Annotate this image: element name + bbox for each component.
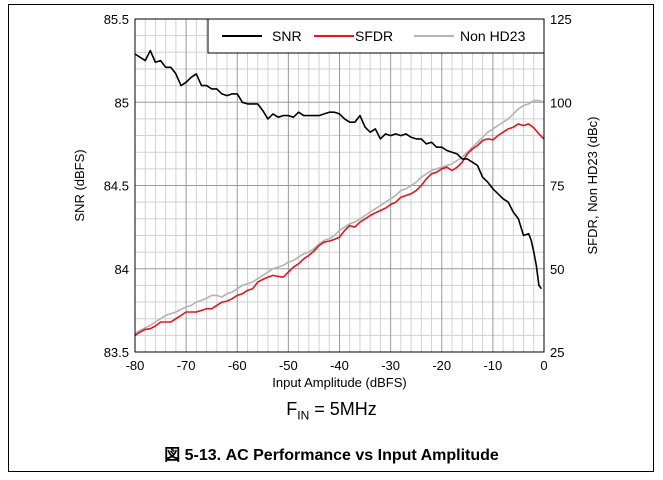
x-tick-label: -70: [177, 358, 196, 373]
y-left-tick-label: 84: [115, 262, 129, 277]
y-left-tick-label: 83.5: [104, 345, 129, 360]
tick-labels: -80 -70 -60 -50 -40 -30 -20 -10 0 83.5 84 84.5 85 85.…: [104, 12, 572, 373]
y-axis-left-label: SNR (dBFS): [72, 149, 87, 221]
y-right-tick-label: 50: [550, 262, 564, 277]
x-tick-label: -80: [126, 358, 145, 373]
fin-value: = 5MHz: [309, 399, 377, 419]
y-left-tick-label: 84.5: [104, 179, 129, 194]
series-line-sfdr: [134, 123, 545, 337]
x-tick-label: -30: [381, 358, 400, 373]
frequency-caption: FIN = 5MHz: [0, 399, 663, 423]
y-left-tick-label: 85: [115, 95, 129, 110]
legend-label-snr: SNR: [272, 28, 302, 44]
legend: SNR SFDR Non HD23: [207, 18, 545, 54]
chart: -80 -70 -60 -50 -40 -30 -20 -10 0 83.5 84 84.5 85 85.…: [72, 12, 600, 390]
legend-label-sfdr: SFDR: [355, 28, 393, 44]
legend-label-non-hd23: Non HD23: [460, 28, 526, 44]
figure-frame: [8, 4, 654, 472]
y-axis-right-label: SFDR, Non HD23 (dBc): [585, 117, 600, 255]
legend-box: [207, 18, 545, 54]
y-right-tick-label: 100: [550, 95, 572, 110]
fin-subscript: IN: [297, 408, 310, 423]
series-layer: [134, 49, 545, 337]
y-right-tick-label: 25: [550, 345, 564, 360]
y-right-tick-label: 125: [550, 12, 572, 27]
x-tick-label: 0: [540, 358, 547, 373]
series-line-non-hd23: [134, 99, 545, 335]
x-tick-label: -60: [228, 358, 247, 373]
fin-symbol: F: [286, 399, 298, 419]
figure-caption: 図 5-13. AC Performance vs Input Amplitud…: [164, 447, 499, 464]
y-right-tick-label: 75: [550, 179, 564, 194]
y-left-tick-label: 85.5: [104, 12, 129, 27]
x-tick-label: -10: [483, 358, 502, 373]
x-tick-label: -20: [432, 358, 451, 373]
x-tick-label: -50: [279, 358, 298, 373]
series-line-snr: [134, 49, 543, 290]
x-axis-label: Input Amplitude (dBFS): [272, 375, 406, 390]
x-tick-label: -40: [330, 358, 349, 373]
